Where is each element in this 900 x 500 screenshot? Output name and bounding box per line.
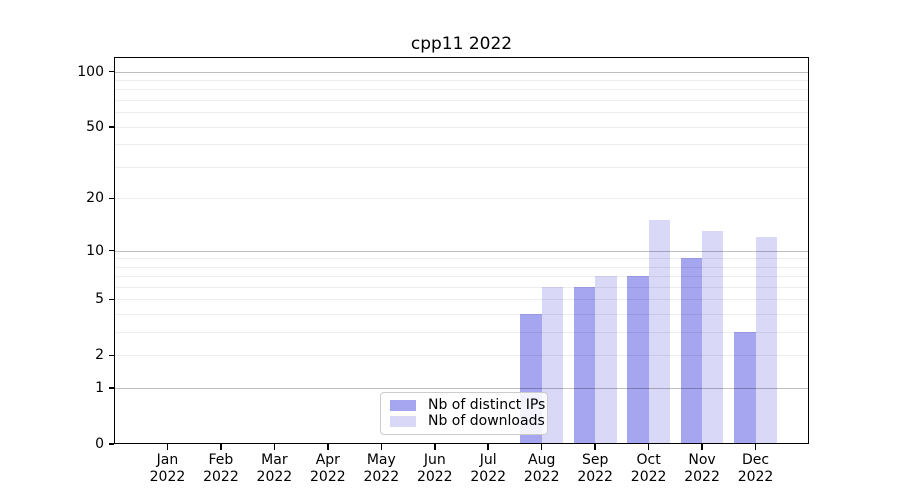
legend-label-distinct-ips: Nb of distinct IPs xyxy=(428,397,546,413)
y-tick-label: 50 xyxy=(86,118,104,135)
x-tick-mark xyxy=(594,444,596,450)
y-tick-mark xyxy=(108,197,114,200)
x-tick-mark xyxy=(433,444,436,450)
y-tick-label: 0 xyxy=(95,436,104,452)
gridline-y-70 xyxy=(114,100,809,102)
y-tick-mark xyxy=(108,249,114,252)
x-tick-label-dec: Dec 2022 xyxy=(737,452,774,485)
legend-item-downloads: Nb of downloads xyxy=(390,414,545,429)
legend: Nb of distinct IPs Nb of downloads xyxy=(380,392,548,435)
gridline-y-5 xyxy=(114,299,809,301)
x-tick-label-apr: Apr 2022 xyxy=(310,452,346,485)
bar-downloads-sep xyxy=(595,276,617,444)
bar-downloads-oct xyxy=(648,220,670,444)
bar-downloads-dec xyxy=(755,237,777,444)
x-tick-mark xyxy=(327,444,329,450)
gridline-y-8 xyxy=(114,266,809,268)
gridline-y-10 xyxy=(114,250,809,252)
gridline-y-100 xyxy=(114,71,809,73)
gridline-y-30 xyxy=(114,166,809,168)
bar-distinct-ips-nov xyxy=(680,258,703,444)
x-tick-label-jul: Jul 2022 xyxy=(470,452,507,485)
x-tick-mark xyxy=(380,444,383,450)
legend-item-distinct-ips: Nb of distinct IPs xyxy=(390,398,545,413)
plot-area: Nb of distinct IPs Nb of downloads xyxy=(114,57,809,444)
y-tick-label: 2 xyxy=(95,347,104,364)
y-tick-mark xyxy=(108,125,114,128)
gridline-y-20 xyxy=(114,198,809,200)
legend-swatch-downloads xyxy=(390,416,416,427)
x-tick-mark xyxy=(540,444,543,450)
y-tick-mark xyxy=(108,298,114,301)
bar-distinct-ips-dec xyxy=(734,332,756,444)
x-tick-label-aug: Aug 2022 xyxy=(523,452,560,485)
x-tick-label-oct: Oct 2022 xyxy=(630,452,667,485)
gridline-y-7 xyxy=(114,276,809,278)
y-tick-mark xyxy=(108,70,114,73)
x-tick-label-sep: Sep 2022 xyxy=(577,452,613,485)
x-tick-mark xyxy=(701,444,703,450)
gridline-y-2 xyxy=(114,355,809,357)
x-tick-mark xyxy=(273,444,276,450)
x-tick-mark xyxy=(487,444,490,450)
x-tick-label-feb: Feb 2022 xyxy=(203,452,239,485)
gridline-y-60 xyxy=(114,112,809,114)
gridline-y-3 xyxy=(114,332,809,334)
bar-distinct-ips-sep xyxy=(573,286,596,444)
x-tick-label-jun: Jun 2022 xyxy=(416,452,453,485)
x-tick-mark xyxy=(754,444,757,450)
y-tick-mark xyxy=(108,387,114,389)
gridline-y-4 xyxy=(114,314,809,316)
gridline-y-6 xyxy=(114,286,809,288)
gridline-y-80 xyxy=(114,89,809,91)
legend-label-downloads: Nb of downloads xyxy=(428,413,545,429)
y-tick-label: 10 xyxy=(86,242,104,259)
y-tick-label: 100 xyxy=(77,63,104,80)
x-tick-label-may: May 2022 xyxy=(363,452,400,485)
bar-distinct-ips-oct xyxy=(627,276,649,444)
y-tick-mark xyxy=(108,354,114,357)
x-tick-label-nov: Nov 2022 xyxy=(684,452,720,485)
gridline-y-50 xyxy=(114,126,809,128)
legend-swatch-distinct-ips xyxy=(390,400,416,411)
bar-downloads-nov xyxy=(702,231,724,444)
y-tick-label: 1 xyxy=(95,380,104,397)
x-tick-label-mar: Mar 2022 xyxy=(256,452,293,485)
x-tick-mark xyxy=(647,444,650,450)
gridline-y-90 xyxy=(114,79,809,81)
x-tick-mark xyxy=(166,444,169,450)
gridline-y-40 xyxy=(114,144,809,146)
gridline-y-9 xyxy=(114,258,809,260)
y-tick-label: 5 xyxy=(95,291,104,308)
x-tick-mark xyxy=(220,444,222,450)
chart-title: cpp11 2022 xyxy=(410,34,513,54)
y-tick-label: 20 xyxy=(86,190,104,207)
y-tick-mark xyxy=(108,443,114,445)
gridline-y-1 xyxy=(114,388,809,390)
x-tick-label-jan: Jan 2022 xyxy=(149,452,186,485)
